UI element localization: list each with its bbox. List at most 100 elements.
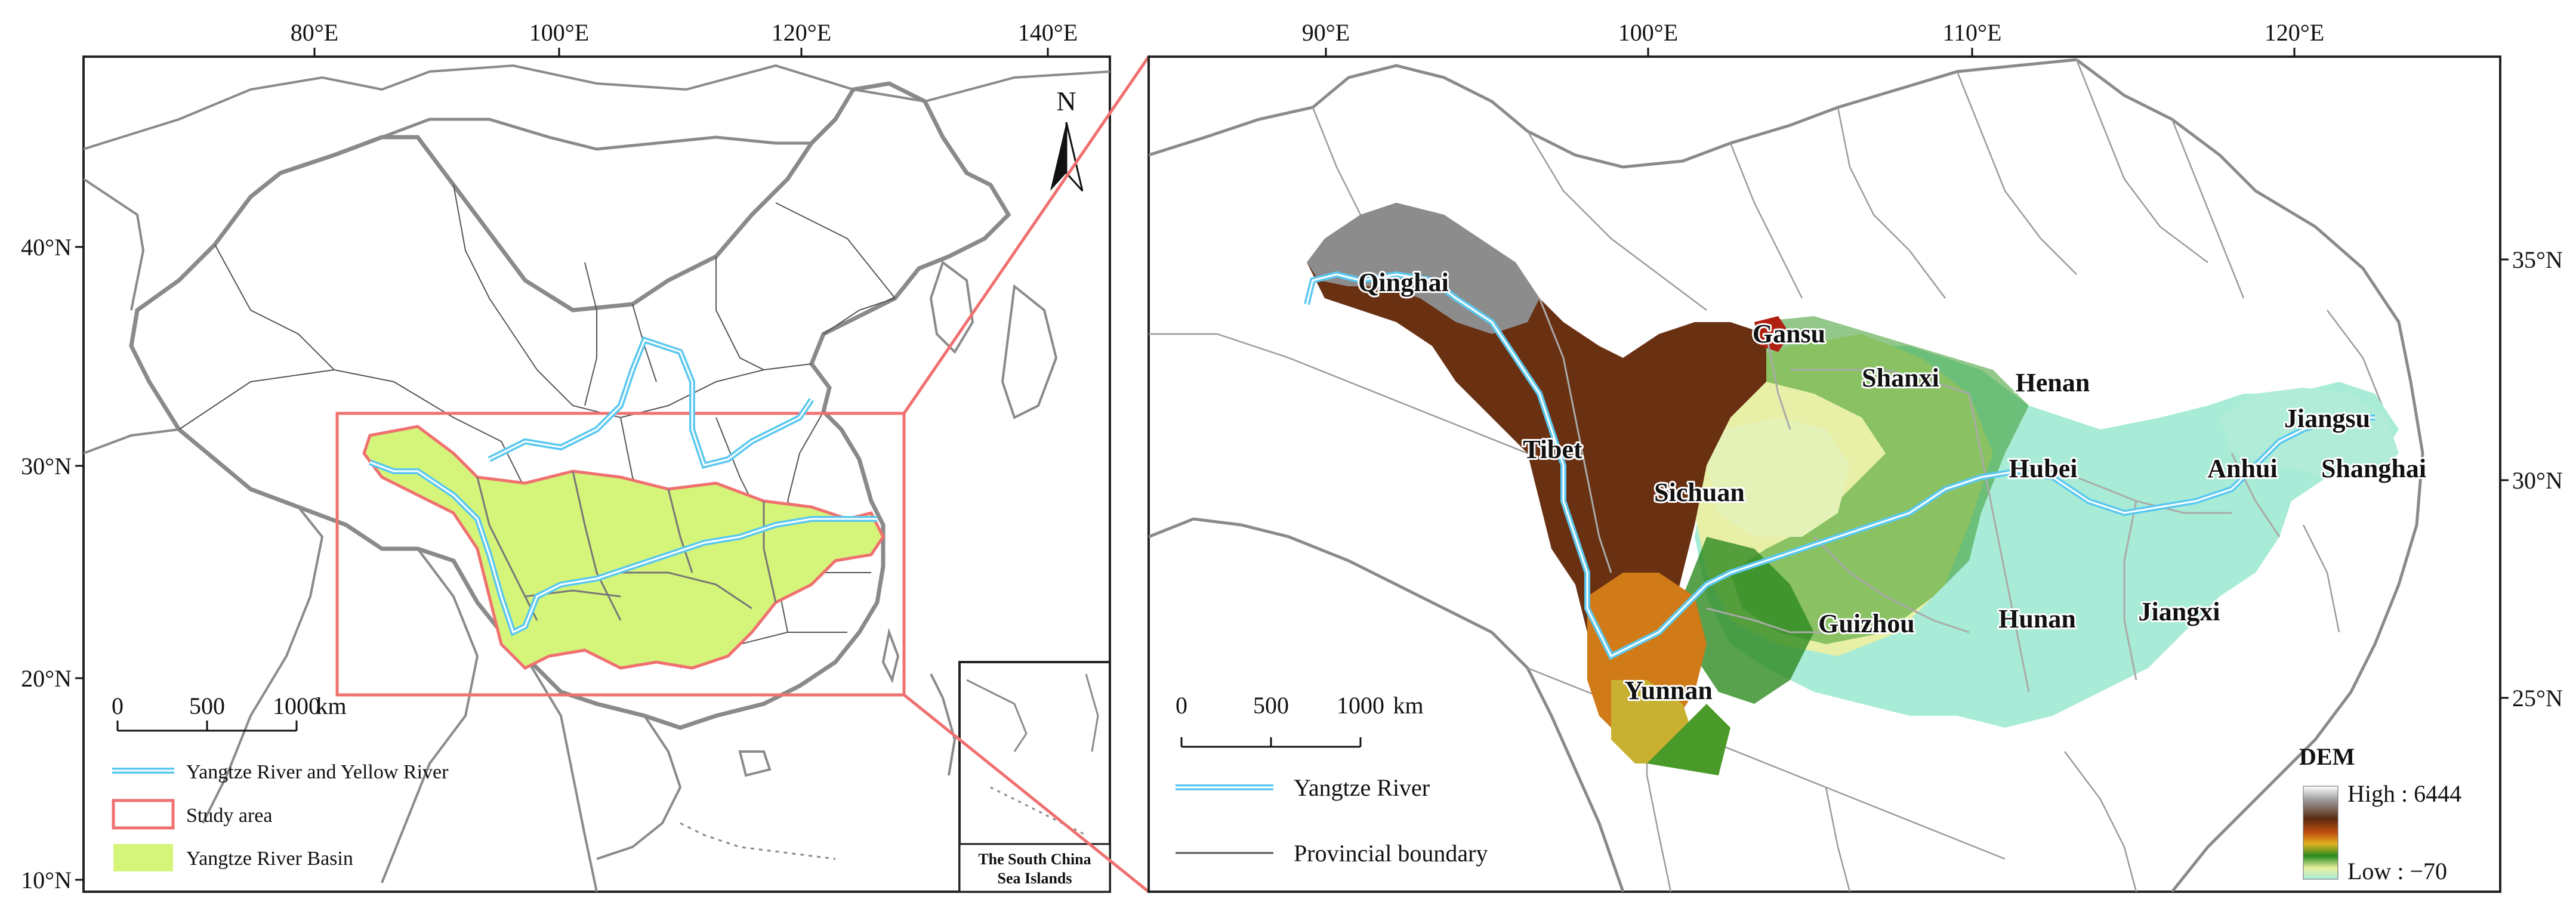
dem-highest-zone: [1307, 203, 1540, 334]
left-map-panel: The South China Sea Islands N 0 500 1000…: [21, 19, 1111, 894]
left-lat-10: 10°N: [21, 867, 72, 894]
dem-title: DEM: [2299, 743, 2355, 770]
right-scale-500: 500: [1253, 692, 1289, 719]
right-legend: Yangtze River Provincial boundary: [1176, 774, 1488, 867]
left-lon-120: 120°E: [772, 19, 831, 46]
label-hubei: Hubei: [2009, 454, 2078, 483]
label-henan: Henan: [2016, 368, 2090, 397]
left-lat-ticks: 40°N 30°N 20°N 10°N: [21, 234, 84, 894]
legend-basin-symbol: [113, 844, 173, 871]
right-lat-35: 35°N: [2512, 246, 2563, 273]
mongolia-boundary: [381, 118, 815, 312]
korea-outline: [929, 260, 974, 354]
left-scale-500: 500: [189, 692, 225, 719]
label-shanxi: Shanxi: [1862, 363, 1939, 392]
left-lat-30: 30°N: [21, 453, 72, 480]
inset-islands: [990, 786, 1087, 836]
central-asia-boundary: [84, 178, 145, 311]
dem-yunnan-green: [1647, 704, 1730, 775]
left-lat-40: 40°N: [21, 234, 72, 261]
left-lon-80: 80°E: [291, 19, 338, 46]
label-hunan: Hunan: [1998, 604, 2076, 633]
dem-colorbar: [2303, 786, 2339, 880]
gansu-red-patch: [1754, 316, 1790, 352]
label-tibet: Tibet: [1523, 435, 1582, 464]
left-rivers: [369, 336, 877, 637]
left-lon-ticks: 80°E 100°E 120°E 140°E: [291, 19, 1078, 57]
inset-coast-east: [1085, 673, 1099, 752]
label-gansu: Gansu: [1753, 319, 1825, 348]
right-provincial-boundaries: [1149, 59, 2388, 892]
study-area-box: [335, 412, 906, 697]
north-arrow-right: [1065, 122, 1084, 192]
left-lon-140: 140°E: [1018, 19, 1078, 46]
label-jiangxi: Jiangxi: [2139, 597, 2220, 626]
left-scale-1000: 1000: [273, 692, 320, 719]
left-legend: Yangtze River and Yellow River Study are…: [112, 761, 449, 871]
right-lon-110: 110°E: [1943, 19, 2002, 46]
right-lon-ticks: 90°E 100°E 110°E 120°E: [1302, 19, 2324, 57]
left-scale-bar: 0 500 1000 km: [112, 692, 347, 732]
left-scale-0: 0: [112, 692, 124, 719]
right-map-panel: Qinghai Gansu Shanxi Henan Tibet Sichuan…: [1147, 19, 2563, 893]
vietnam-coast: [596, 715, 682, 860]
taiwan-outline: [881, 627, 900, 684]
label-qinghai: Qinghai: [1358, 268, 1449, 297]
north-arrow-left: [1050, 122, 1066, 191]
label-jiangsu: Jiangsu: [2284, 404, 2370, 433]
label-anhui: Anhui: [2207, 454, 2277, 483]
right-legend-river-label: Yangtze River: [1294, 774, 1430, 801]
right-scale-bar: 0 500 1000 km: [1176, 692, 1424, 748]
dem-low-label: Low : −70: [2347, 858, 2447, 885]
russia-boundary: [84, 64, 1110, 150]
right-lat-ticks: 35°N 30°N 25°N: [2500, 246, 2563, 712]
basin-internal-boundaries: [476, 471, 777, 621]
label-sichuan: Sichuan: [1654, 478, 1745, 507]
north-arrow: N: [1050, 86, 1084, 192]
hainan-outline: [738, 750, 772, 777]
right-lon-120: 120°E: [2265, 19, 2324, 46]
south-china-sea-inset: The South China Sea Islands: [958, 661, 1111, 893]
inset-title-line2: Sea Islands: [998, 870, 1072, 887]
province-labels: Qinghai Gansu Shanxi Henan Tibet Sichuan…: [1356, 266, 2428, 707]
left-lat-20: 20°N: [21, 665, 72, 692]
southeast-asia-boundary-1: [381, 548, 479, 883]
inset-title-box: [958, 843, 1111, 893]
legend-study-area-label: Study area: [186, 805, 272, 827]
dem-basin: [1307, 203, 2399, 775]
inset-title-line1: The South China: [978, 851, 1091, 868]
right-scale-0: 0: [1176, 692, 1187, 719]
legend-study-area-symbol: [112, 799, 175, 830]
right-legend-boundary-label: Provincial boundary: [1294, 840, 1488, 867]
dem-high-label: High : 6444: [2347, 780, 2461, 807]
left-scale-unit: km: [316, 692, 346, 719]
label-shanghai: Shanghai: [2321, 454, 2426, 483]
right-lon-100: 100°E: [1618, 19, 1678, 46]
yangtze-basin-area: [362, 425, 885, 670]
island-chain: [680, 822, 836, 860]
legend-river-label: Yangtze River and Yellow River: [186, 761, 449, 783]
inset-coast: [966, 679, 1028, 752]
basin-province-lines: [1538, 298, 2281, 692]
legend-basin-label: Yangtze River Basin: [186, 848, 353, 870]
philippines-outline: [930, 673, 957, 776]
japan-outline: [1001, 284, 1058, 419]
connector-bottom: [903, 694, 1150, 893]
dem-high-zone: [1307, 203, 1766, 680]
label-yunnan: Yunnan: [1624, 676, 1713, 705]
right-lat-25: 25°N: [2512, 685, 2563, 712]
sichuan-basin: [1707, 418, 1850, 537]
right-lon-90: 90°E: [1302, 19, 1350, 46]
india-boundary: [84, 428, 324, 824]
right-yangtze-river-group: [1304, 271, 2375, 660]
dem-legend: DEM High : 6444 Low : −70: [2299, 743, 2461, 885]
right-scale-1000: 1000: [1337, 692, 1384, 719]
right-lat-30: 30°N: [2512, 467, 2563, 494]
connector-top: [902, 55, 1150, 415]
left-lon-100: 100°E: [529, 19, 589, 46]
right-scale-unit: km: [1393, 692, 1423, 719]
north-arrow-label: N: [1056, 86, 1076, 116]
label-guizhou: Guizhou: [1818, 609, 1914, 638]
dem-green-zone: [1730, 316, 2029, 644]
